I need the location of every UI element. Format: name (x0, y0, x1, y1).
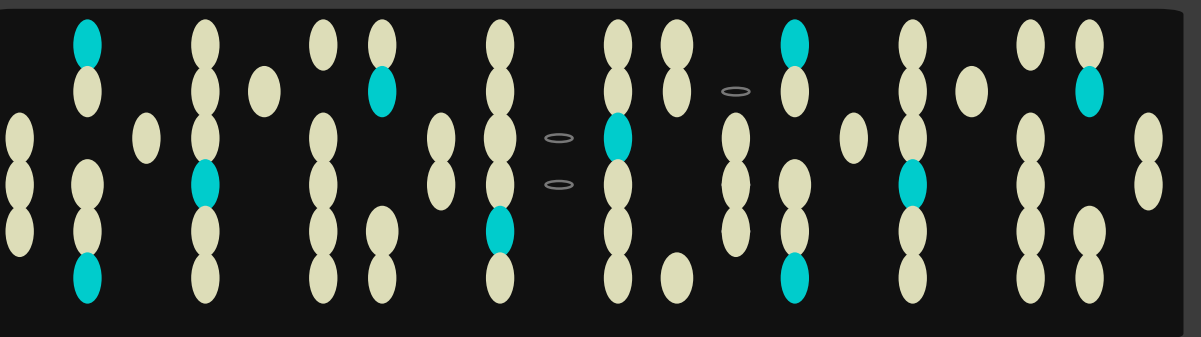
Text: 2: 2 (496, 85, 504, 98)
Text: b7: b7 (494, 133, 507, 143)
Text: 2: 2 (143, 313, 150, 327)
Text: 18: 18 (1082, 313, 1097, 327)
Text: 5: 5 (202, 225, 209, 238)
Text: 2: 2 (731, 132, 740, 145)
Text: 14: 14 (847, 313, 861, 327)
Text: R: R (201, 178, 210, 191)
Text: 6: 6 (16, 178, 24, 191)
Text: 6: 6 (319, 225, 328, 238)
Text: 3: 3 (16, 225, 24, 238)
Text: b7: b7 (1082, 226, 1097, 236)
Text: 5: 5 (319, 132, 328, 145)
Text: 4: 4 (790, 225, 799, 238)
Text: 5: 5 (1027, 132, 1035, 145)
Text: 4: 4 (202, 132, 209, 145)
Text: G: G (24, 131, 36, 146)
Text: b7: b7 (964, 87, 979, 97)
Text: 2: 2 (202, 272, 209, 284)
Text: 19: 19 (1141, 313, 1157, 327)
Text: 5: 5 (319, 313, 327, 327)
Text: R: R (908, 178, 918, 191)
Text: 5: 5 (496, 272, 504, 284)
Text: 3: 3 (319, 38, 328, 52)
Text: R: R (496, 225, 504, 238)
Text: R: R (377, 85, 387, 98)
Text: b7: b7 (375, 226, 389, 236)
Text: R: R (790, 38, 800, 52)
Text: 6: 6 (1027, 225, 1035, 238)
Text: 6: 6 (614, 272, 622, 284)
Text: 7: 7 (437, 313, 444, 327)
Text: R: R (614, 132, 622, 145)
Text: 3: 3 (850, 132, 858, 145)
Text: 2: 2 (909, 272, 916, 284)
Text: 3: 3 (1027, 38, 1035, 52)
Text: 6: 6 (731, 178, 740, 191)
Text: 6: 6 (614, 38, 622, 52)
Text: B: B (24, 84, 36, 99)
Text: 4: 4 (1086, 272, 1094, 284)
Text: 4: 4 (673, 85, 681, 98)
Text: 13: 13 (788, 313, 802, 327)
Text: 5: 5 (614, 178, 622, 191)
Text: b7: b7 (670, 273, 685, 283)
Text: 12: 12 (728, 313, 743, 327)
Text: b7: b7 (80, 180, 95, 190)
Text: 3: 3 (1145, 178, 1153, 191)
Text: 4: 4 (83, 225, 91, 238)
Text: 4: 4 (378, 272, 387, 284)
Text: 11: 11 (669, 313, 685, 327)
Text: b7: b7 (670, 40, 685, 50)
Text: 3: 3 (614, 85, 622, 98)
Text: R: R (790, 272, 800, 284)
Text: 6: 6 (437, 132, 446, 145)
Text: 5: 5 (790, 85, 799, 98)
Text: E: E (25, 271, 35, 285)
Text: 3: 3 (1027, 272, 1035, 284)
Text: 1: 1 (84, 313, 91, 327)
Text: E: E (25, 37, 35, 53)
Text: 15: 15 (906, 313, 920, 327)
Text: 5: 5 (496, 38, 504, 52)
Text: 2: 2 (614, 225, 622, 238)
Text: 6: 6 (1145, 132, 1153, 145)
Text: 2: 2 (909, 38, 916, 52)
Text: 2: 2 (319, 178, 328, 191)
Text: 4: 4 (909, 132, 916, 145)
Text: 6: 6 (378, 313, 386, 327)
Text: 6: 6 (202, 85, 209, 98)
Text: b7: b7 (788, 180, 802, 190)
Text: 4: 4 (1086, 38, 1094, 52)
Text: 4: 4 (261, 313, 268, 327)
Text: 10: 10 (610, 313, 626, 327)
Text: 2: 2 (1027, 178, 1035, 191)
Text: 5: 5 (83, 85, 91, 98)
Text: 6: 6 (909, 85, 916, 98)
Text: D: D (24, 177, 36, 192)
Text: 4: 4 (378, 38, 387, 52)
Text: 3: 3 (319, 272, 328, 284)
Text: 2: 2 (16, 132, 24, 145)
Text: 3: 3 (143, 132, 150, 145)
Text: R: R (1085, 85, 1094, 98)
Text: 3: 3 (437, 178, 446, 191)
Text: R: R (83, 272, 92, 284)
Text: A: A (24, 224, 36, 239)
Text: 5: 5 (909, 225, 916, 238)
Text: 16: 16 (964, 313, 979, 327)
Text: R: R (83, 38, 92, 52)
Text: 2: 2 (202, 38, 209, 52)
Text: 4: 4 (496, 178, 504, 191)
Text: b7: b7 (257, 87, 271, 97)
Text: 17: 17 (1023, 313, 1038, 327)
Text: 9: 9 (555, 313, 563, 327)
Text: 8: 8 (496, 313, 503, 327)
Text: 3: 3 (202, 313, 209, 327)
Text: 3: 3 (731, 225, 740, 238)
